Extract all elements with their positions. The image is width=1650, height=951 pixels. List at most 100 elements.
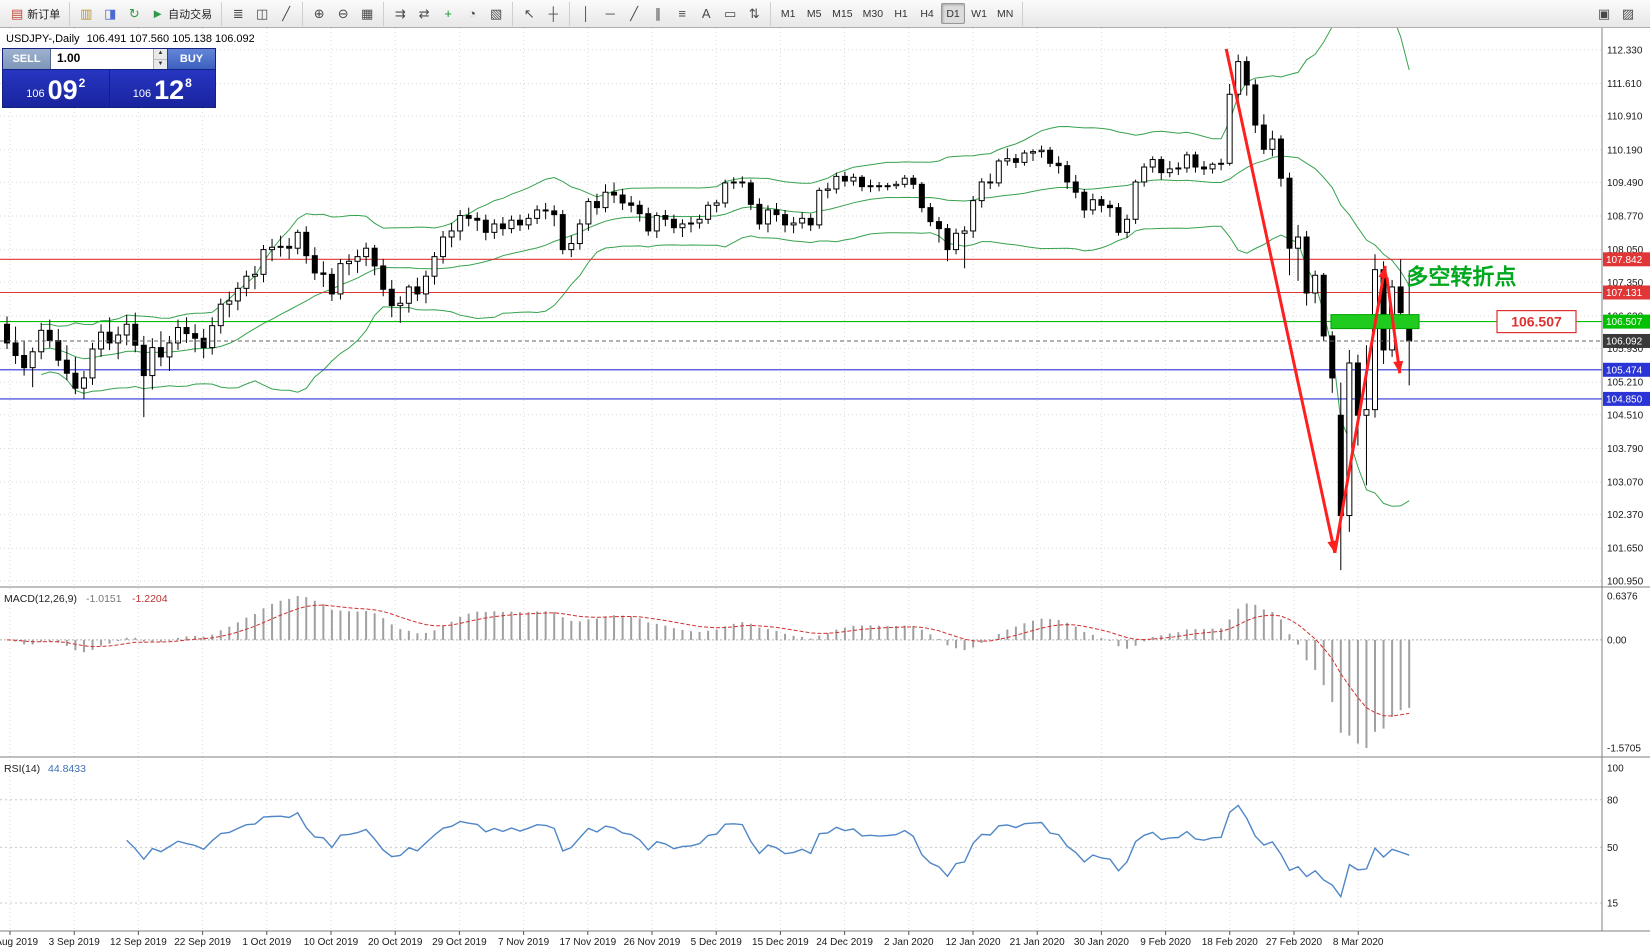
price-axis-label: 111.610	[1607, 79, 1642, 90]
trend-arrow[interactable]	[1224, 48, 1337, 554]
buy-button[interactable]: BUY	[167, 49, 215, 69]
line-chart-button[interactable]: ╱	[275, 3, 297, 24]
trendline-button[interactable]: ╱	[623, 3, 645, 24]
date-axis-label: 8 Mar 2020	[1333, 937, 1384, 948]
sell-price-sup: 2	[78, 76, 86, 90]
candle	[431, 256, 438, 277]
volume-up-button[interactable]: ▲	[154, 49, 167, 60]
sell-price-prefix: 106	[26, 88, 45, 100]
new-order-button[interactable]: ▤ 新订单	[7, 3, 64, 24]
price-axis-label: 101.650	[1607, 544, 1644, 555]
timeframe-h4[interactable]: H4	[915, 3, 939, 24]
symbol-ohlc: 106.491 107.560 105.138 106.092	[86, 33, 255, 45]
profiles-icon[interactable]: ◨	[99, 3, 121, 24]
vertical-line-button[interactable]: │	[575, 3, 597, 24]
buy-price-prefix: 106	[132, 88, 152, 100]
candle	[1038, 149, 1045, 153]
date-axis-label: 26 Nov 2019	[624, 937, 681, 948]
candle	[175, 327, 181, 344]
timeframe-mn[interactable]: MN	[993, 3, 1017, 24]
candle	[115, 334, 122, 344]
candle	[1089, 199, 1096, 211]
arrows-button[interactable]: ⇅	[743, 3, 765, 24]
channel-button[interactable]: ∥	[647, 3, 669, 24]
trend-arrow[interactable]	[1333, 265, 1387, 554]
autotrading-button[interactable]: ► 自动交易	[147, 3, 216, 24]
tile-windows-button-glyph: ▦	[361, 6, 374, 21]
timeframe-m1[interactable]: M1	[776, 3, 800, 24]
candle	[722, 182, 729, 204]
timeframe-m30-label: M30	[862, 7, 884, 20]
price-callout-box[interactable]	[1496, 310, 1577, 334]
tile-windows-button[interactable]: ▦	[356, 3, 378, 24]
trade-panel-controls: SELL 1.00 ▲ ▼ BUY	[3, 49, 215, 69]
candle	[884, 185, 891, 188]
fibonacci-button[interactable]: ≡	[671, 3, 693, 24]
candle	[525, 217, 532, 226]
candle	[328, 273, 335, 295]
cursor-button[interactable]: ↖	[518, 3, 540, 24]
horizontal-line-button[interactable]: ─	[599, 3, 621, 24]
templates-button[interactable]: ▧	[485, 3, 507, 24]
trend-arrow[interactable]	[1385, 277, 1402, 374]
volume-input[interactable]: 1.00 ▲ ▼	[51, 49, 167, 69]
sell-price[interactable]: 106 09 2	[3, 70, 110, 107]
price-line-tag: 105.474	[1603, 362, 1650, 377]
toolbar-group-zoom: ⊕ ⊖ ▦	[303, 1, 385, 26]
svg-text:107.131: 107.131	[1606, 288, 1643, 299]
chart-shift-button[interactable]: ⇄	[413, 3, 435, 24]
sell-button[interactable]: SELL	[3, 49, 51, 69]
arrows-layer	[1224, 48, 1404, 554]
timeframe-w1[interactable]: W1	[967, 3, 991, 24]
pattern-button-glyph: ▨	[1621, 6, 1635, 21]
candle	[380, 265, 387, 290]
buy-price[interactable]: 106 12 8	[109, 70, 215, 107]
zoom-out-button[interactable]: ⊖	[332, 3, 354, 24]
new-chart-button[interactable]: ▣	[1593, 3, 1615, 24]
label-button[interactable]: ▭	[719, 3, 741, 24]
rsi-axis-label: 80	[1607, 795, 1619, 806]
timeframe-m5[interactable]: M5	[802, 3, 826, 24]
auto-scroll-button-glyph: ⇉	[394, 6, 406, 21]
price-axis-label: 112.330	[1607, 45, 1643, 56]
zoom-in-button[interactable]: ⊕	[308, 3, 330, 24]
candle	[935, 221, 942, 230]
candle	[1252, 84, 1259, 126]
crosshair-button[interactable]: ┼	[542, 3, 564, 24]
timeframe-d1[interactable]: D1	[941, 3, 966, 24]
candle	[140, 344, 147, 377]
volume-value[interactable]: 1.00	[57, 51, 81, 65]
indicators-button[interactable]: +	[437, 3, 459, 24]
candle	[619, 194, 626, 204]
candle	[1098, 199, 1105, 206]
candle	[1166, 168, 1173, 174]
candle	[824, 188, 831, 191]
macd-axis-label: -1.5705	[1607, 744, 1641, 755]
rsi-axis-label: 100	[1607, 764, 1624, 775]
timeframe-m30[interactable]: M30	[859, 3, 887, 24]
candle	[320, 272, 327, 275]
auto-scroll-button[interactable]: ⇉	[389, 3, 411, 24]
candle	[593, 201, 600, 209]
price-callout: 106.507	[1496, 310, 1577, 334]
periods-button[interactable]: ◔	[461, 3, 483, 24]
refresh-icon[interactable]: ↻	[123, 3, 145, 24]
bar-chart-button[interactable]: ≣	[227, 3, 249, 24]
toolbar-group-right: ▣ ▨	[1588, 2, 1648, 26]
candle	[12, 342, 19, 357]
volume-down-button[interactable]: ▼	[154, 59, 167, 69]
candlestick-button-glyph: ◫	[256, 6, 269, 21]
candle	[294, 231, 301, 249]
text-button[interactable]: A	[695, 3, 717, 24]
candle	[1064, 165, 1071, 183]
timeframe-h1[interactable]: H1	[889, 3, 913, 24]
pattern-button[interactable]: ▨	[1617, 3, 1639, 24]
date-axis-label: 27 Feb 2020	[1266, 937, 1323, 948]
candlestick-button[interactable]: ◫	[251, 3, 273, 24]
date-axis-label: 9 Feb 2020	[1140, 937, 1191, 948]
candle	[679, 223, 686, 229]
charts-window-icon[interactable]: ▥	[75, 3, 97, 24]
candle	[918, 183, 925, 209]
timeframe-m15[interactable]: M15	[828, 3, 856, 24]
